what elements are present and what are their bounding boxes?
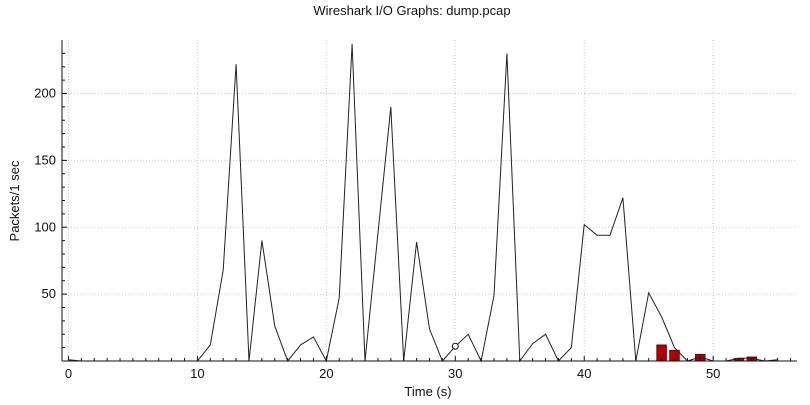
y-tick-label: 150 [34,152,56,167]
x-tick-label: 0 [65,366,72,381]
x-tick-label: 40 [577,366,591,381]
x-tick-label: 30 [448,366,462,381]
axes [61,40,797,362]
y-tick-label: 200 [34,86,56,101]
y-tick-label: 100 [34,219,56,234]
x-tick-label: 20 [319,366,333,381]
grid-lines [62,40,797,361]
tick-marks: 0 10 20 30 40 50 50 100 150 200 [34,52,792,381]
point-marker [451,342,459,350]
packets-line [68,43,778,363]
chart-title: Wireshark I/O Graphs: dump.pcap [313,3,510,18]
x-tick-label: 10 [190,366,204,381]
x-tick-label: 50 [706,366,720,381]
x-axis-label: Time (s) [404,384,451,399]
y-axis-label: Packets/1 sec [7,160,22,241]
marker-series [451,342,459,350]
y-tick-label: 50 [42,286,56,301]
